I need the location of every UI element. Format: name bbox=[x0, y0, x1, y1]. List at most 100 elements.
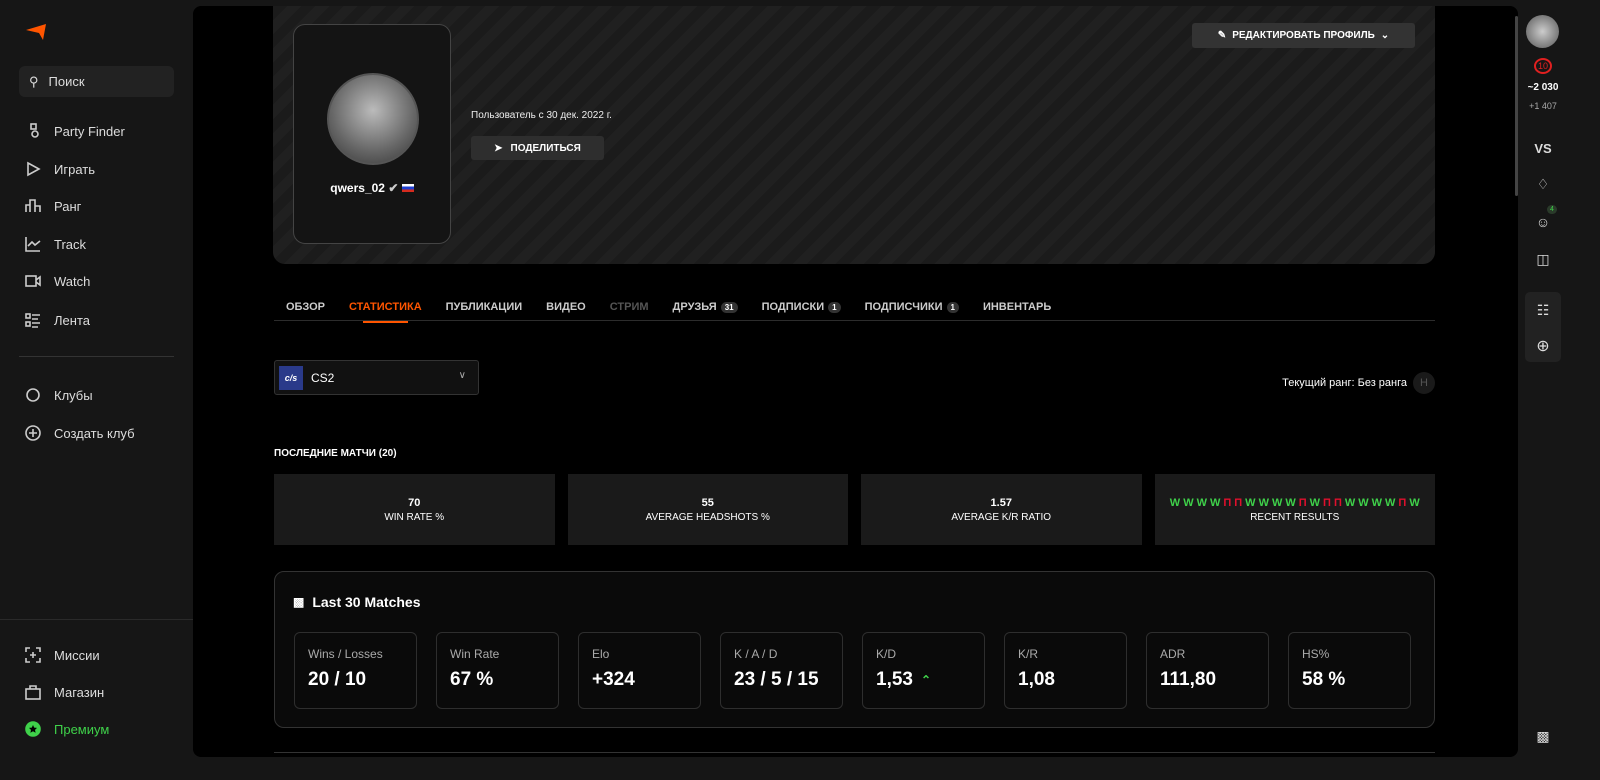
result-win: W bbox=[1271, 496, 1283, 509]
result-win: W bbox=[1358, 496, 1369, 509]
result-win: W bbox=[1196, 496, 1207, 509]
result-loss: П bbox=[1398, 496, 1407, 509]
stat-adr: ADR 111,80 bbox=[1146, 632, 1269, 709]
stat-hs: HS% 58 % bbox=[1288, 632, 1411, 709]
premium-star-icon bbox=[25, 721, 41, 737]
shop-icon bbox=[25, 685, 41, 700]
user-avatar[interactable] bbox=[1526, 15, 1559, 48]
sidebar-item-rank[interactable]: Ранг bbox=[24, 197, 81, 215]
section-title: ПОСЛЕДНИЕ МАТЧИ (20) bbox=[274, 448, 397, 459]
stat-card-kr: 1.57 AVERAGE K/R RATIO bbox=[861, 474, 1142, 545]
stat-card-win-rate: 70 WIN RATE % bbox=[274, 474, 555, 545]
track-icon bbox=[25, 237, 41, 252]
result-loss: П bbox=[1223, 496, 1232, 509]
video-icon bbox=[25, 275, 41, 287]
right-bar: 10 ~2 030 +1 407 VS ♢ ☺ 4 ◫ ☷ ⊕ ▩ bbox=[1518, 0, 1568, 780]
stat-kr: K/R 1,08 bbox=[1004, 632, 1127, 709]
skill-level-icon: 10 bbox=[1518, 58, 1568, 74]
result-loss: П bbox=[1333, 496, 1342, 509]
rank-icon: H bbox=[1413, 372, 1435, 394]
sidebar-item-premium[interactable]: Премиум bbox=[24, 720, 109, 738]
faceit-mask-icon[interactable]: ▩ bbox=[1536, 728, 1550, 744]
window-edge bbox=[1568, 0, 1600, 780]
tab-subscribers[interactable]: ПОДПИСЧИКИ 1 bbox=[853, 294, 971, 320]
username: qwers_02 ✔ bbox=[294, 181, 450, 195]
count-badge: 1 bbox=[946, 301, 959, 313]
divider bbox=[19, 356, 174, 357]
chevron-down-icon: ⌄ bbox=[1380, 30, 1390, 41]
trend-up-icon: ⌃ bbox=[920, 673, 932, 687]
edit-profile-button[interactable]: ✎ РЕДАКТИРОВАТЬ ПРОФИЛЬ ⌄ bbox=[1192, 23, 1415, 48]
cs2-logo: c/s bbox=[279, 365, 303, 390]
result-win: W bbox=[1385, 496, 1396, 509]
stat-wins-losses: Wins / Losses 20 / 10 bbox=[294, 632, 417, 709]
divider bbox=[274, 752, 1435, 753]
stat-card-headshots: 55 AVERAGE HEADSHOTS % bbox=[567, 474, 848, 545]
feed-icon bbox=[25, 313, 40, 328]
result-loss: П bbox=[1298, 496, 1307, 509]
count-badge: 1 bbox=[828, 301, 841, 313]
panel-title: ▩ Last 30 Matches bbox=[293, 594, 421, 610]
chat-icon[interactable]: ◫ bbox=[1536, 251, 1550, 267]
flag-ru-icon bbox=[401, 184, 414, 192]
elo-diff: +1 407 bbox=[1529, 101, 1557, 111]
stat-win-rate: Win Rate 67 % bbox=[436, 632, 559, 709]
sidebar: ⚲ Поиск Party Finder Играть Ранг Track Wa… bbox=[0, 0, 193, 780]
result-win: W bbox=[1209, 496, 1221, 509]
sidebar-item-play[interactable]: Играть bbox=[24, 160, 95, 178]
last-30-matches-panel: ▩ Last 30 Matches Wins / Losses 20 / 10 Wi… bbox=[274, 571, 1435, 728]
tab-statistics[interactable]: СТАТИСТИКА bbox=[337, 294, 434, 323]
stat-elo: Elo +324 bbox=[578, 632, 701, 709]
party-icon[interactable]: ☷ bbox=[1536, 302, 1550, 318]
member-since: Пользователь с 30 дек. 2022 г. bbox=[471, 110, 612, 121]
pencil-icon: ✎ bbox=[1217, 30, 1227, 41]
current-rank: Текущий ранг: Без ранга H bbox=[1282, 372, 1435, 394]
share-button[interactable]: ➤ ПОДЕЛИТЬСЯ bbox=[471, 136, 604, 160]
stat-kd: K/D 1,53 ⌃ bbox=[862, 632, 985, 709]
rank-icon bbox=[25, 199, 41, 212]
result-loss: П bbox=[1234, 496, 1243, 509]
chevron-down-icon: ∨ bbox=[458, 370, 466, 381]
tab-friends[interactable]: ДРУЗЬЯ 31 bbox=[661, 294, 750, 320]
party-group bbox=[1525, 292, 1561, 362]
tab-overview[interactable]: ОБЗОР bbox=[286, 301, 325, 313]
friends-icon[interactable]: ☺ 4 bbox=[1518, 205, 1568, 230]
bell-icon[interactable]: ♢ bbox=[1536, 176, 1550, 192]
tab-publications[interactable]: ПУБЛИКАЦИИ bbox=[445, 301, 523, 313]
sidebar-item-create-club[interactable]: Создать клуб bbox=[24, 424, 135, 442]
game-select[interactable]: c/s CS2 ∨ bbox=[274, 360, 479, 395]
sidebar-item-shop[interactable]: Магазин bbox=[24, 683, 104, 701]
sidebar-item-clubs[interactable]: Клубы bbox=[24, 386, 93, 404]
result-win: W bbox=[1309, 496, 1321, 509]
divider bbox=[0, 619, 193, 620]
elo-value: ~2 030 bbox=[1527, 82, 1559, 93]
sidebar-item-track[interactable]: Track bbox=[24, 235, 86, 253]
tab-inventory[interactable]: ИНВЕНТАРЬ bbox=[982, 301, 1052, 313]
sidebar-item-party-finder[interactable]: Party Finder bbox=[24, 122, 125, 140]
search-button[interactable]: ⚲ Поиск bbox=[19, 66, 174, 97]
count-badge: 31 bbox=[720, 301, 738, 313]
sidebar-item-watch[interactable]: Watch bbox=[24, 272, 90, 290]
notification-badge: 4 bbox=[1547, 205, 1557, 214]
result-win: W bbox=[1245, 496, 1256, 509]
avatar[interactable] bbox=[327, 73, 419, 165]
result-win: W bbox=[1344, 496, 1356, 509]
result-win: W bbox=[1409, 496, 1420, 509]
result-win: W bbox=[1169, 496, 1181, 509]
faceit-logo[interactable] bbox=[26, 24, 46, 40]
vs-button[interactable]: VS bbox=[1534, 141, 1552, 156]
profile-banner: qwers_02 ✔ Пользователь с 30 дек. 2022 г… bbox=[273, 6, 1435, 264]
stat-card-recent-results: W W W W П П W W W W П W П П W W W W П W RECENT RESULTS bbox=[1154, 474, 1435, 545]
main-content: qwers_02 ✔ Пользователь с 30 дек. 2022 г… bbox=[193, 6, 1518, 757]
sidebar-item-missions[interactable]: Миссии bbox=[24, 646, 100, 664]
tab-stream: СТРИМ bbox=[609, 301, 649, 313]
result-loss: П bbox=[1323, 496, 1331, 509]
tab-video[interactable]: ВИДЕО bbox=[546, 301, 586, 313]
scrollbar[interactable] bbox=[1515, 16, 1518, 196]
party-finder-icon bbox=[30, 123, 39, 138]
result-win: W bbox=[1371, 496, 1383, 509]
plus-circle-icon[interactable]: ⊕ bbox=[1536, 338, 1550, 355]
tab-subscriptions[interactable]: ПОДПИСКИ 1 bbox=[750, 294, 853, 320]
sidebar-item-feed[interactable]: Лента bbox=[24, 311, 90, 329]
clubs-icon bbox=[26, 388, 40, 402]
